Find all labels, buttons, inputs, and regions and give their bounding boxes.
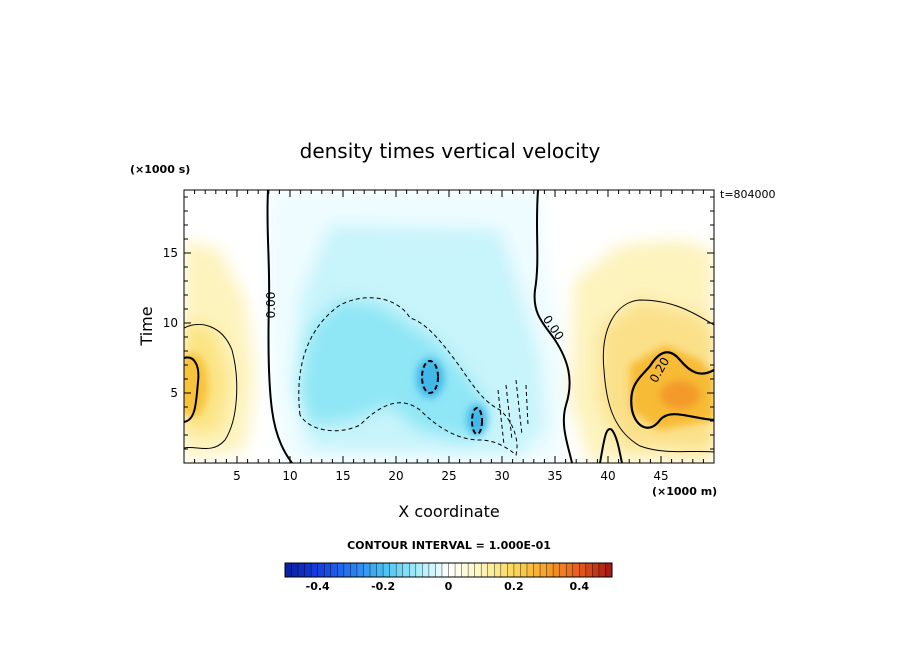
colorbar-swatch <box>448 563 456 577</box>
colorbar-swatch <box>592 563 600 577</box>
colorbar-swatch <box>520 563 528 577</box>
x-tick-label: 25 <box>441 469 456 483</box>
zero-contour-right <box>533 190 573 463</box>
colorbar-swatch <box>487 563 495 577</box>
colorbar-swatch <box>559 563 567 577</box>
x-unit-label: (×1000 m) <box>652 485 717 498</box>
colorbar-swatch <box>376 563 384 577</box>
colorbar-frame <box>284 562 613 578</box>
negative-region-medium <box>300 300 490 440</box>
colorbar-swatch <box>468 563 475 577</box>
colorbar-swatch <box>415 563 423 577</box>
colorbar-tick-label: 0.4 <box>570 580 590 593</box>
colorbar-swatch <box>317 563 325 577</box>
x-tick-label: 30 <box>494 469 509 483</box>
x-tick-label: 45 <box>653 469 668 483</box>
colorbar-tick-label: -0.4 <box>306 580 330 593</box>
colorbar-swatch <box>441 563 449 577</box>
colorbar-tick-label: 0 <box>445 580 453 593</box>
colorbar-swatch <box>540 563 547 577</box>
colorbar-swatch <box>566 563 574 577</box>
colorbar-swatch <box>409 563 417 577</box>
colorbar-swatch <box>572 563 580 577</box>
timestamp-label: t=804000 <box>720 188 776 201</box>
colorbar-swatch <box>494 563 502 577</box>
y-axis-label: Time <box>137 306 156 346</box>
colorbar-swatch <box>546 563 554 577</box>
colorbar-swatch <box>461 563 469 577</box>
contour-neg-0.1 <box>298 297 518 456</box>
positive-peak-right <box>660 381 700 409</box>
chart-title: density times vertical velocity <box>300 139 601 163</box>
x-tick-label: 15 <box>335 469 350 483</box>
colorbar-swatch <box>507 563 515 577</box>
colorbar-swatch <box>370 563 377 577</box>
x-axis-label: X coordinate <box>398 502 499 521</box>
colorbar-swatch <box>311 563 318 577</box>
zero-contour-left <box>266 190 293 463</box>
colorbar-swatch <box>422 563 430 577</box>
contour-right-0.2 <box>630 351 714 429</box>
colorbar-swatch <box>285 563 292 577</box>
colorbar-swatch <box>402 563 410 577</box>
contour-label-left: 0.00 <box>264 292 278 319</box>
plot-area: 0.00 0.00 0.20 <box>184 190 714 463</box>
colorbar-swatch <box>356 563 364 577</box>
contour-left-0.1 <box>184 324 238 449</box>
contour-interval-label: CONTOUR INTERVAL = 1.000E-01 <box>347 539 551 552</box>
colorbar-swatch <box>389 563 397 577</box>
contour-neg-0.2-b <box>471 407 483 435</box>
colorbar-swatch <box>291 563 299 577</box>
contour-left-0.2 <box>184 356 200 423</box>
x-tick-label: 10 <box>282 469 297 483</box>
y-unit-label: (×1000 s) <box>130 163 190 176</box>
colorbar-swatch <box>330 563 338 577</box>
y-tick-label: 5 <box>170 386 178 400</box>
colorbar-swatch <box>598 563 606 577</box>
colorbar-swatch <box>337 563 345 577</box>
colorbar-swatch <box>474 563 482 577</box>
colorbar: -0.4 -0.2 0 0.2 0.4 <box>284 562 613 593</box>
colorbar-swatch <box>324 563 332 577</box>
y-tick-label: 15 <box>163 246 178 260</box>
axes: 5 10 15 20 25 30 35 40 45 5 10 15 <box>163 190 715 483</box>
contour-right-0.1 <box>602 299 714 453</box>
colorbar-swatch <box>500 563 508 577</box>
colorbar-swatch <box>605 563 613 577</box>
contour-neg-0.2-a <box>421 360 439 394</box>
colorbar-swatch <box>533 563 541 577</box>
colorbar-swatch <box>435 563 443 577</box>
colorbar-swatch <box>553 563 560 577</box>
colorbar-swatch <box>585 563 593 577</box>
colorbar-swatch <box>513 563 521 577</box>
colorbar-swatch <box>526 563 534 577</box>
zero-contour-right-lobe <box>599 428 623 463</box>
colorbar-swatch <box>383 563 390 577</box>
x-tick-label: 40 <box>600 469 615 483</box>
colorbar-swatch <box>481 563 489 577</box>
x-tick-label: 20 <box>388 469 403 483</box>
colorbar-swatch <box>579 563 587 577</box>
colorbar-swatch <box>343 563 351 577</box>
colorbar-swatch <box>298 563 305 577</box>
colorbar-swatch <box>428 563 436 577</box>
colorbar-swatch <box>363 563 371 577</box>
colorbar-swatch <box>350 563 358 577</box>
colorbar-swatch <box>455 563 462 577</box>
positive-core-left <box>184 353 208 417</box>
colorbar-swatch <box>396 563 404 577</box>
x-tick-label: 5 <box>233 469 241 483</box>
y-tick-label: 10 <box>163 316 178 330</box>
negative-core-2 <box>467 404 487 436</box>
colorbar-tick-label: -0.2 <box>371 580 395 593</box>
x-tick-label: 35 <box>547 469 562 483</box>
colorbar-swatch <box>304 563 312 577</box>
colorbar-tick-label: 0.2 <box>504 580 524 593</box>
